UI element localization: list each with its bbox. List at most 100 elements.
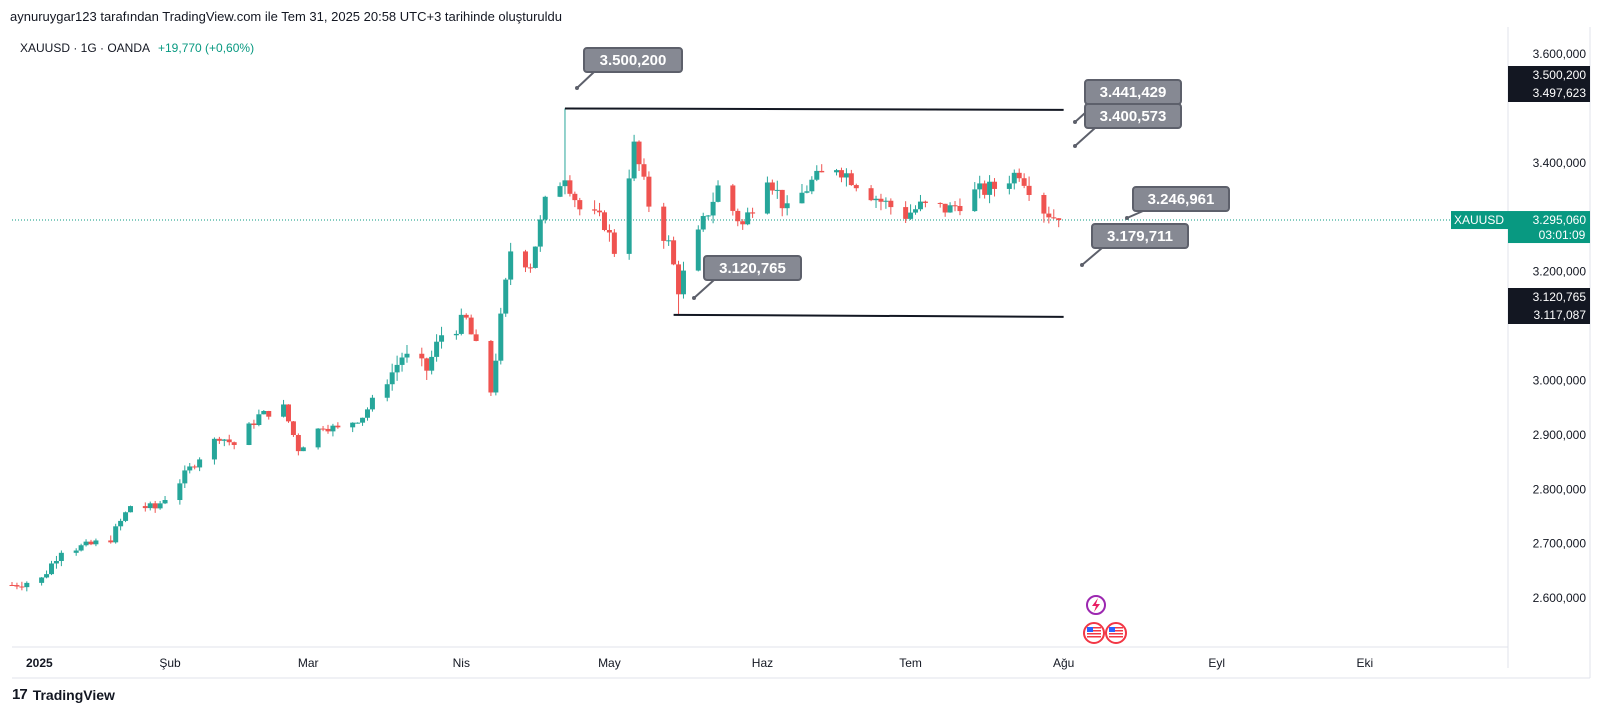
candle-body[interactable]	[429, 356, 435, 371]
candle-body[interactable]	[216, 438, 222, 441]
candle-body[interactable]	[626, 178, 632, 254]
candle-body[interactable]	[364, 409, 370, 418]
candle-body[interactable]	[676, 264, 682, 295]
candle-body[interactable]	[774, 189, 780, 191]
candle-body[interactable]	[290, 421, 296, 436]
candle-body[interactable]	[458, 314, 464, 334]
us-flag-icon[interactable]	[1083, 622, 1105, 644]
candle-body[interactable]	[503, 279, 509, 314]
candle-body[interactable]	[1026, 185, 1032, 195]
candle-body[interactable]	[537, 219, 543, 247]
candle-body[interactable]	[73, 550, 79, 553]
candle-body[interactable]	[88, 541, 94, 545]
candle-body[interactable]	[498, 313, 504, 361]
candle-body[interactable]	[992, 181, 998, 189]
candle-body[interactable]	[957, 205, 963, 212]
candle-body[interactable]	[147, 503, 153, 509]
candle-body[interactable]	[157, 503, 163, 509]
candle-body[interactable]	[740, 221, 746, 225]
candle-body[interactable]	[330, 425, 336, 432]
candle-body[interactable]	[399, 357, 405, 365]
candle-body[interactable]	[118, 520, 124, 527]
candle-body[interactable]	[127, 506, 133, 513]
candle-body[interactable]	[394, 364, 400, 373]
price-callout[interactable]: 3.500,200	[575, 47, 683, 90]
candle-body[interactable]	[577, 200, 583, 210]
candle-body[interactable]	[261, 410, 267, 415]
candle-body[interactable]	[814, 170, 820, 180]
candle-body[interactable]	[108, 540, 114, 543]
candle-body[interactable]	[838, 170, 844, 178]
candle-body[interactable]	[611, 232, 617, 254]
candle-body[interactable]	[53, 560, 59, 564]
candle-body[interactable]	[48, 563, 54, 575]
candle-body[interactable]	[799, 192, 805, 204]
candle-body[interactable]	[211, 438, 217, 460]
candle-body[interactable]	[93, 540, 99, 545]
candle-body[interactable]	[878, 198, 884, 202]
candle-body[interactable]	[942, 203, 948, 213]
support-trend-line[interactable]	[673, 313, 1064, 318]
candle-body[interactable]	[631, 141, 637, 179]
candle-body[interactable]	[192, 466, 198, 468]
lightning-icon[interactable]	[1086, 595, 1106, 615]
tradingview-logo[interactable]: 17 TradingView	[12, 686, 115, 703]
candle-body[interactable]	[325, 428, 331, 432]
candle-body[interactable]	[853, 185, 859, 189]
candle-body[interactable]	[680, 270, 686, 295]
candle-body[interactable]	[819, 170, 825, 173]
candle-body[interactable]	[350, 422, 356, 428]
candle-body[interactable]	[903, 207, 909, 219]
candle-body[interactable]	[843, 173, 849, 178]
candle-body[interactable]	[404, 353, 410, 358]
candle-body[interactable]	[419, 353, 425, 359]
resistance-trend-line[interactable]	[564, 107, 1064, 111]
candle-body[interactable]	[369, 397, 375, 410]
candle-body[interactable]	[473, 334, 479, 341]
candle-body[interactable]	[113, 526, 119, 543]
candle-body[interactable]	[784, 203, 790, 209]
candle-body[interactable]	[14, 585, 20, 587]
candle-body[interactable]	[226, 439, 232, 443]
candle-body[interactable]	[152, 503, 158, 509]
candle-body[interactable]	[542, 196, 548, 220]
candle-body[interactable]	[281, 404, 287, 417]
candle-body[interactable]	[883, 200, 889, 202]
candle-body[interactable]	[868, 188, 874, 201]
candle-body[interactable]	[769, 182, 775, 191]
candle-body[interactable]	[251, 423, 257, 426]
candle-body[interactable]	[636, 141, 642, 165]
candle-body[interactable]	[1006, 183, 1012, 189]
candle-body[interactable]	[735, 210, 741, 222]
candle-body[interactable]	[873, 198, 879, 201]
candle-body[interactable]	[83, 541, 89, 546]
candle-body[interactable]	[922, 201, 928, 203]
candle-body[interactable]	[522, 251, 528, 268]
candle-body[interactable]	[606, 229, 612, 233]
candle-body[interactable]	[266, 410, 272, 417]
candle-body[interactable]	[315, 428, 321, 448]
price-callout[interactable]: 3.179,711	[1080, 223, 1189, 267]
candle-body[interactable]	[527, 267, 533, 269]
candle-body[interactable]	[848, 173, 854, 186]
price-callout[interactable]: 3.441,429	[1073, 79, 1182, 124]
candle-body[interactable]	[177, 483, 183, 501]
candle-body[interactable]	[355, 422, 361, 424]
candle-body[interactable]	[592, 209, 598, 211]
candle-body[interactable]	[493, 360, 499, 393]
candle-body[interactable]	[439, 335, 445, 342]
candle-body[interactable]	[601, 212, 607, 230]
candle-body[interactable]	[947, 205, 953, 213]
candle-body[interactable]	[532, 246, 538, 268]
candle-body[interactable]	[384, 384, 390, 398]
candle-body[interactable]	[750, 212, 756, 214]
candle-body[interactable]	[641, 164, 647, 177]
candle-body[interactable]	[972, 189, 978, 212]
candle-body[interactable]	[834, 170, 840, 173]
candle-body[interactable]	[666, 240, 672, 242]
candle-body[interactable]	[730, 185, 736, 211]
price-callout[interactable]: 3.246,961	[1125, 186, 1230, 220]
candle-body[interactable]	[745, 212, 751, 225]
candle-body[interactable]	[908, 212, 914, 219]
candle-body[interactable]	[1056, 218, 1062, 221]
